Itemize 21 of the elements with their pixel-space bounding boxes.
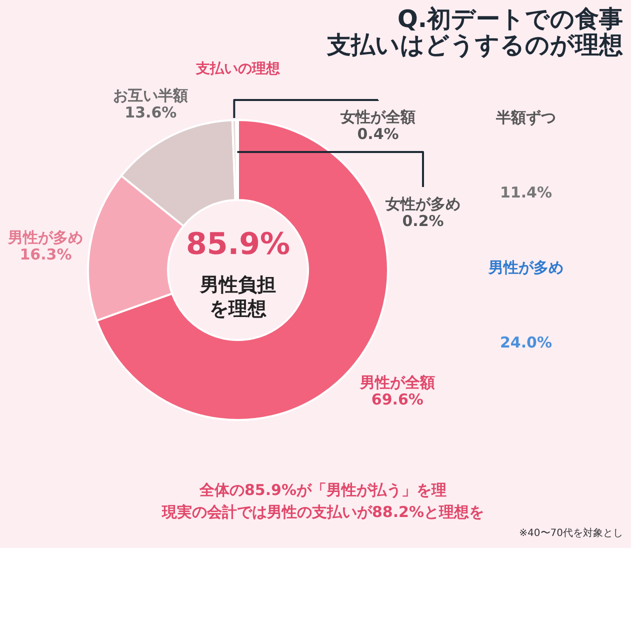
text: ※40〜70代を対象とし (519, 527, 623, 539)
text: 85.9% (186, 227, 290, 262)
data-label: 0.2% (402, 212, 444, 230)
data-label: 13.6% (124, 104, 177, 122)
chart-title: Q.初デートでの食事支払いはどうするのが理想 (326, 5, 623, 59)
text: 男性が多め (488, 258, 564, 276)
chart-subtitle: 支払いの理想 (195, 61, 281, 77)
text: 11.4% (500, 184, 552, 202)
data-label: 0.4% (357, 125, 399, 143)
text: 男性負担を理想 (199, 274, 276, 320)
slice-label: 女性が多め (384, 195, 460, 213)
text: 半額ずつ (495, 108, 556, 126)
slice-label: 女性が全額 (340, 108, 416, 126)
text: 全体の85.9%が「男性が払う」を理 (198, 481, 447, 499)
data-label: 16.3% (20, 245, 72, 264)
slice-label: 男性が多め (7, 228, 84, 246)
data-label: 69.6% (371, 390, 424, 408)
slice-label: お互い半額 (113, 86, 188, 105)
text: 現実の会計では男性の支払いが88.2%と理想を (160, 503, 484, 521)
slice-label: 男性が全額 (358, 373, 435, 392)
text: 24.0% (500, 334, 552, 352)
